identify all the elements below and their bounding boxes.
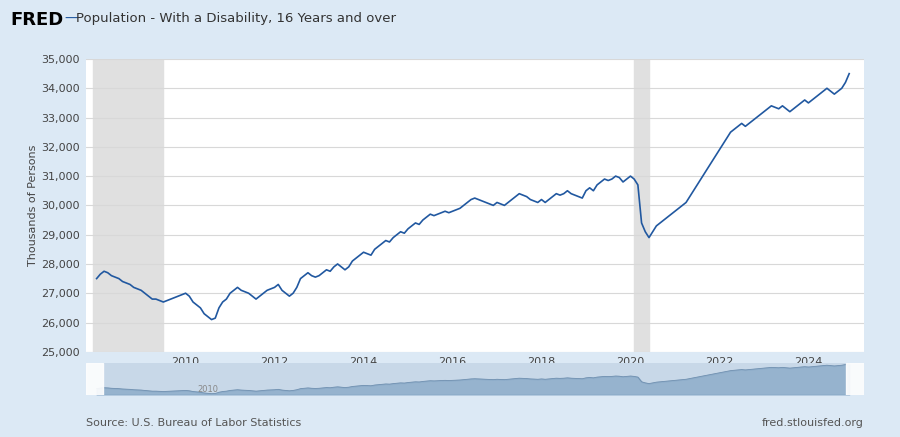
Bar	[847, 363, 864, 395]
Text: FRED: FRED	[11, 11, 64, 29]
Text: Population - With a Disability, 16 Years and over: Population - With a Disability, 16 Years…	[76, 12, 397, 25]
Text: fred.stlouisfed.org: fred.stlouisfed.org	[762, 418, 864, 428]
Bar	[93, 59, 164, 352]
Text: Source: U.S. Bureau of Labor Statistics: Source: U.S. Bureau of Labor Statistics	[86, 418, 301, 428]
Text: 2010: 2010	[197, 385, 219, 394]
Y-axis label: Thousands of Persons: Thousands of Persons	[29, 145, 39, 266]
Bar	[86, 363, 103, 395]
Text: —: —	[65, 12, 78, 26]
Bar	[634, 59, 649, 352]
